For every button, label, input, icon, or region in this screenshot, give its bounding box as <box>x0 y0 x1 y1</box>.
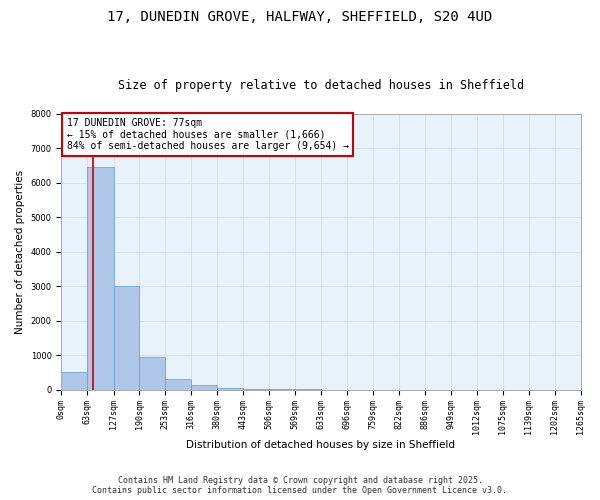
Bar <box>191 384 217 390</box>
Text: Contains HM Land Registry data © Crown copyright and database right 2025.
Contai: Contains HM Land Registry data © Crown c… <box>92 476 508 495</box>
Text: 17, DUNEDIN GROVE, HALFWAY, SHEFFIELD, S20 4UD: 17, DUNEDIN GROVE, HALFWAY, SHEFFIELD, S… <box>107 10 493 24</box>
Bar <box>139 357 165 390</box>
Bar <box>61 372 87 390</box>
Y-axis label: Number of detached properties: Number of detached properties <box>15 170 25 334</box>
Bar <box>87 168 113 390</box>
Title: Size of property relative to detached houses in Sheffield: Size of property relative to detached ho… <box>118 79 524 92</box>
Bar <box>113 286 139 390</box>
Bar <box>243 388 269 390</box>
Bar <box>217 388 243 390</box>
Bar <box>165 380 191 390</box>
X-axis label: Distribution of detached houses by size in Sheffield: Distribution of detached houses by size … <box>187 440 455 450</box>
Bar <box>269 389 295 390</box>
Text: 17 DUNEDIN GROVE: 77sqm
← 15% of detached houses are smaller (1,666)
84% of semi: 17 DUNEDIN GROVE: 77sqm ← 15% of detache… <box>67 118 349 152</box>
